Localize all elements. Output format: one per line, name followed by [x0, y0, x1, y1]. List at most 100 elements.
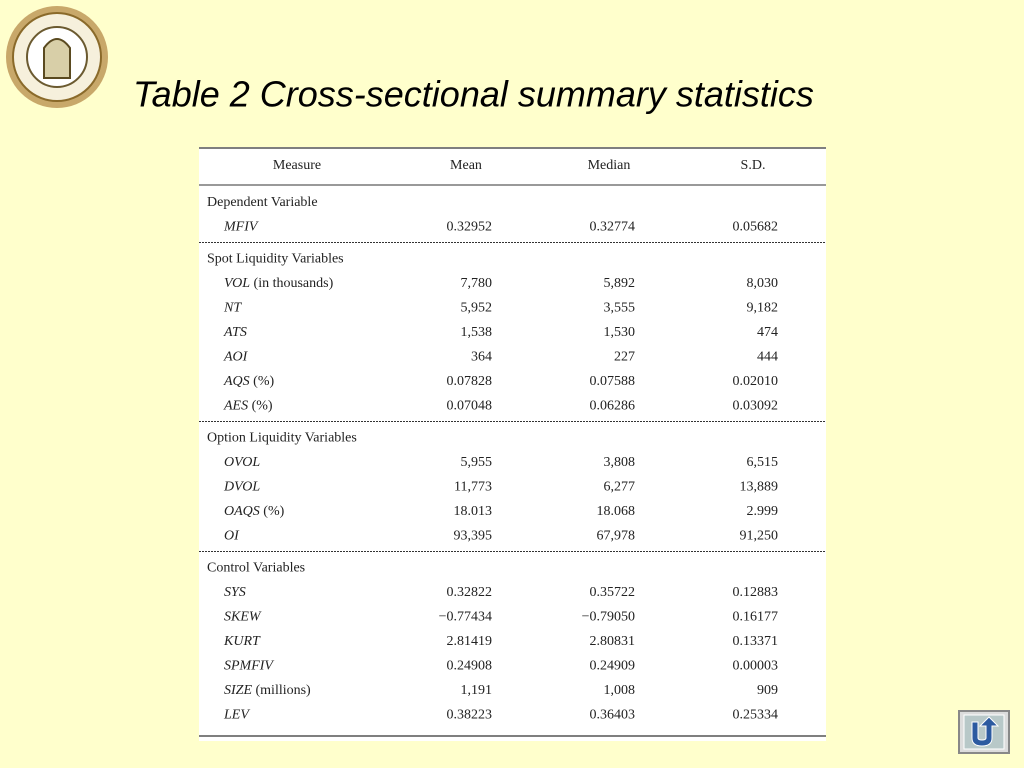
cell-value: 8,030 — [747, 276, 779, 291]
variable-name: OVOL — [224, 455, 260, 470]
variable-note: (%) — [252, 399, 273, 414]
cell-value: 0.16177 — [733, 610, 779, 625]
column-header: S.D. — [741, 158, 766, 173]
cell-value: 0.03092 — [733, 399, 779, 414]
cell-value: 11,773 — [454, 480, 492, 495]
row-label: AES (%) — [223, 399, 273, 414]
variable-name: OAQS — [224, 504, 260, 519]
variable-name: ATS — [223, 325, 247, 340]
logo — [6, 6, 108, 108]
cell-value: 2.999 — [747, 504, 779, 519]
row-label: NT — [223, 301, 242, 316]
cell-value: 0.00003 — [733, 659, 779, 674]
cell-value: 0.32952 — [447, 220, 493, 235]
cell-value: 13,889 — [740, 480, 779, 495]
section-title: Control Variables — [207, 561, 305, 576]
variable-name: VOL — [224, 276, 250, 291]
section-title: Dependent Variable — [207, 195, 318, 210]
variable-name: SPMFIV — [224, 659, 274, 674]
row-label: AOI — [223, 350, 249, 365]
cell-value: 0.02010 — [733, 374, 779, 389]
column-header: Measure — [273, 158, 321, 173]
section-title: Spot Liquidity Variables — [207, 252, 344, 267]
variable-note: (%) — [263, 504, 284, 519]
cell-value: 1,530 — [604, 325, 636, 340]
variable-name: AQS — [223, 374, 250, 389]
cell-value: −0.79050 — [582, 610, 635, 625]
cell-value: 0.13371 — [733, 634, 779, 649]
cell-value: 0.25334 — [733, 708, 779, 723]
table-background — [199, 147, 826, 741]
row-label: OAQS (%) — [224, 504, 285, 519]
variable-name: SKEW — [224, 610, 262, 625]
variable-name: SYS — [224, 585, 246, 600]
variable-name: NT — [223, 301, 242, 316]
cell-value: 6,515 — [747, 455, 779, 470]
cell-value: 18.013 — [454, 504, 493, 519]
variable-name: KURT — [223, 634, 261, 649]
cell-value: 9,182 — [747, 301, 779, 316]
cell-value: 0.07588 — [590, 374, 636, 389]
column-header: Mean — [450, 158, 482, 173]
cell-value: 2.80831 — [590, 634, 636, 649]
row-label: SIZE (millions) — [224, 683, 311, 698]
row-label: MFIV — [223, 220, 259, 235]
row-label: AQS (%) — [223, 374, 274, 389]
row-label: OI — [224, 529, 240, 544]
cell-value: 909 — [757, 683, 778, 698]
cell-value: 0.36403 — [590, 708, 636, 723]
table: Measure Mean Median S.D. Dependent Variable M… — [199, 147, 826, 737]
row-label: OVOL — [224, 455, 260, 470]
cell-value: 18.068 — [597, 504, 636, 519]
return-button[interactable] — [958, 710, 1010, 754]
variable-note: (millions) — [256, 683, 312, 698]
cell-value: 0.32774 — [590, 220, 636, 235]
cell-value: 0.12883 — [733, 585, 779, 600]
variable-name: OI — [224, 529, 240, 544]
section-title: Option Liquidity Variables — [207, 431, 357, 446]
cell-value: 3,808 — [604, 455, 636, 470]
cell-value: 0.05682 — [733, 220, 779, 235]
cell-value: 7,780 — [461, 276, 493, 291]
row-label: KURT — [223, 634, 261, 649]
variable-name: LEV — [223, 708, 250, 723]
cell-value: 91,250 — [740, 529, 779, 544]
cell-value: 1,008 — [604, 683, 636, 698]
cell-value: 0.07828 — [447, 374, 493, 389]
cell-value: 5,955 — [461, 455, 493, 470]
cell-value: 1,538 — [461, 325, 493, 340]
variable-name: MFIV — [223, 220, 259, 235]
cell-value: 1,191 — [461, 683, 493, 698]
cell-value: 227 — [614, 350, 635, 365]
cell-value: 474 — [757, 325, 778, 340]
row-label: SPMFIV — [224, 659, 274, 674]
cell-value: 0.06286 — [590, 399, 636, 414]
cell-value: 67,978 — [597, 529, 636, 544]
cell-value: 5,952 — [461, 301, 493, 316]
row-label: SKEW — [224, 610, 262, 625]
row-label: DVOL — [223, 480, 260, 495]
cell-value: 364 — [471, 350, 492, 365]
variable-note: (%) — [253, 374, 274, 389]
cell-value: 0.32822 — [447, 585, 493, 600]
cell-value: 6,277 — [604, 480, 636, 495]
cell-value: 444 — [757, 350, 778, 365]
row-label: LEV — [223, 708, 250, 723]
row-label: VOL (in thousands) — [224, 276, 334, 291]
cell-value: 0.38223 — [447, 708, 493, 723]
row-label: SYS — [224, 585, 246, 600]
cell-value: 0.07048 — [447, 399, 493, 414]
variable-name: AOI — [223, 350, 249, 365]
cell-value: 3,555 — [604, 301, 636, 316]
cell-value: 2.81419 — [447, 634, 493, 649]
cell-value: 0.24908 — [447, 659, 493, 674]
cell-value: 0.24909 — [590, 659, 636, 674]
cell-value: 0.35722 — [590, 585, 636, 600]
variable-name: SIZE — [224, 683, 252, 698]
variable-name: AES — [223, 399, 248, 414]
row-label: ATS — [223, 325, 247, 340]
column-header: Median — [588, 158, 631, 173]
variable-name: DVOL — [223, 480, 260, 495]
cell-value: 93,395 — [454, 529, 493, 544]
